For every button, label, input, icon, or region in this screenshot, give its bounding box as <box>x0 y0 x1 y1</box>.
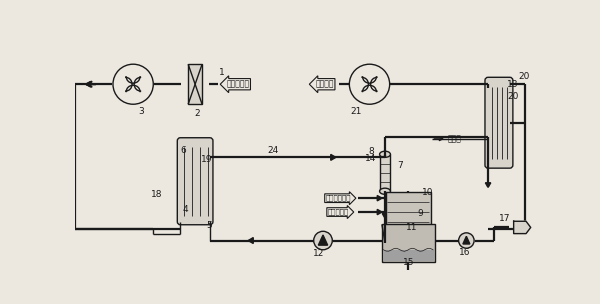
Text: 24: 24 <box>267 146 278 155</box>
Polygon shape <box>382 214 388 218</box>
Polygon shape <box>514 221 531 233</box>
Text: 13: 13 <box>507 80 518 89</box>
Text: 11: 11 <box>406 223 418 232</box>
Text: 14: 14 <box>365 154 377 163</box>
Text: 6: 6 <box>181 146 187 155</box>
Text: 安脱脱硫: 安脱脱硫 <box>316 80 334 89</box>
Bar <box>380 154 391 191</box>
Polygon shape <box>331 154 336 160</box>
Circle shape <box>314 231 332 250</box>
FancyBboxPatch shape <box>485 77 513 168</box>
Text: 7: 7 <box>398 161 403 170</box>
FancyBboxPatch shape <box>178 138 213 225</box>
Text: 自环氧化气: 自环氧化气 <box>328 209 349 215</box>
Text: 1: 1 <box>220 68 225 77</box>
Text: 16: 16 <box>459 247 470 257</box>
Text: 3: 3 <box>138 107 144 116</box>
Circle shape <box>458 233 474 248</box>
Text: 5: 5 <box>206 221 212 230</box>
Bar <box>383 250 434 261</box>
Text: 8: 8 <box>368 147 374 157</box>
Polygon shape <box>463 236 470 244</box>
Text: 2: 2 <box>194 109 199 118</box>
Polygon shape <box>485 183 491 187</box>
Polygon shape <box>377 195 382 201</box>
Text: 20: 20 <box>519 72 530 81</box>
Text: 17: 17 <box>499 214 511 223</box>
Text: 15: 15 <box>403 257 414 267</box>
Text: 20: 20 <box>507 92 518 101</box>
Polygon shape <box>86 81 91 87</box>
Bar <box>188 64 202 104</box>
Bar <box>386 192 431 232</box>
Text: 平烟前原烟液: 平烟前原烟液 <box>326 195 351 202</box>
Ellipse shape <box>380 151 391 157</box>
Text: 12: 12 <box>313 249 325 258</box>
Ellipse shape <box>380 188 391 194</box>
Bar <box>382 223 434 262</box>
Text: 18: 18 <box>151 190 162 199</box>
Polygon shape <box>319 235 328 245</box>
Text: 引风机烟道: 引风机烟道 <box>226 80 250 89</box>
Text: 21: 21 <box>350 107 361 116</box>
Text: 循环水: 循环水 <box>448 134 461 143</box>
Polygon shape <box>377 209 382 215</box>
Text: 10: 10 <box>422 188 433 196</box>
Text: 4: 4 <box>183 205 188 214</box>
Text: 19: 19 <box>201 155 212 164</box>
Polygon shape <box>248 237 253 244</box>
Text: 9: 9 <box>417 209 423 218</box>
